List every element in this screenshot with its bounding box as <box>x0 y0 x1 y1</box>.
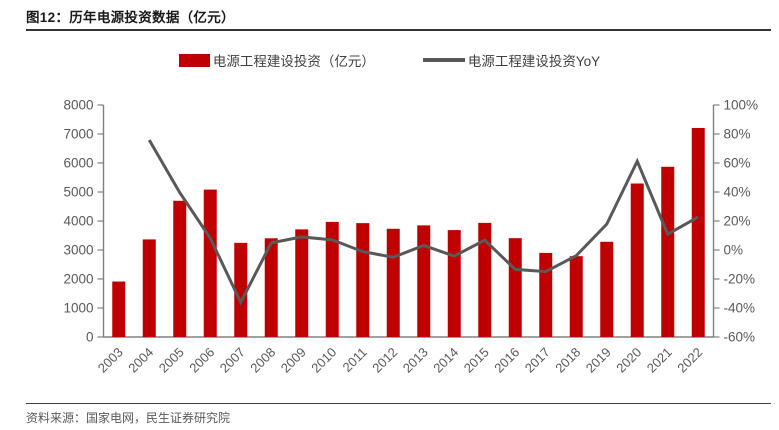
x-axis-label: 2021 <box>644 345 675 376</box>
bar-2012 <box>386 228 400 337</box>
bar-2019 <box>600 241 614 337</box>
legend-item-line: 电源工程建设投资YoY <box>422 50 601 70</box>
bar-2008 <box>264 238 278 337</box>
y-axis-right-label: 80% <box>724 127 751 142</box>
x-axis-label: 2007 <box>217 345 248 376</box>
yoy-line <box>147 139 699 306</box>
y-axis-right-label: -40% <box>724 301 756 316</box>
x-axis-label: 2014 <box>430 345 461 376</box>
bar-2007 <box>234 242 248 337</box>
source-note: 资料来源：国家电网，民生证券研究院 <box>26 411 231 425</box>
bar-2015 <box>478 222 492 337</box>
bar-series-swatch-icon <box>178 53 210 67</box>
chart-area: 0 1000 2000 3000 4000 5000 6000 7000 8000 -60% -40… <box>0 70 779 403</box>
bar-2020 <box>630 183 644 337</box>
y-axis-right-label: 100% <box>724 98 759 113</box>
x-axis-label: 2005 <box>156 345 187 376</box>
bar-2006 <box>203 189 217 337</box>
footer-rule <box>26 403 771 404</box>
x-axis-label: 2006 <box>186 345 217 376</box>
x-axis-label: 2019 <box>583 345 614 376</box>
x-axis-label: 2004 <box>125 345 156 376</box>
bar-2014 <box>447 230 461 337</box>
x-axis-label: 2012 <box>369 345 400 376</box>
y-axis-left-label: 5000 <box>63 185 93 200</box>
bar-2003 <box>112 281 126 337</box>
line-series-swatch-icon <box>422 58 465 62</box>
y-axis-right-label: 20% <box>724 214 751 229</box>
bar-2009 <box>295 229 309 337</box>
bar-2004 <box>142 239 156 337</box>
y-axis-left-label: 3000 <box>63 243 93 258</box>
x-axis-label: 2017 <box>522 345 553 376</box>
y-axis-left-label: 7000 <box>63 127 93 142</box>
bar-2021 <box>661 166 675 337</box>
x-axis-label: 2015 <box>461 345 492 376</box>
bar-2005 <box>173 200 187 337</box>
x-axis-label: 2022 <box>674 345 705 376</box>
x-axis-label: 2008 <box>247 345 278 376</box>
y-axis-right-label: -20% <box>724 272 756 287</box>
y-axis-left-label: 2000 <box>63 272 93 287</box>
bar-2010 <box>325 221 339 337</box>
title-rule <box>26 29 771 31</box>
y-axis-left-label: 0 <box>86 330 94 345</box>
legend: 电源工程建设投资（亿元） 电源工程建设投资YoY <box>0 50 779 70</box>
bar-2017 <box>539 252 553 337</box>
legend-bar-label: 电源工程建设投资（亿元） <box>212 54 375 69</box>
x-axis-label: 2020 <box>613 345 644 376</box>
x-axis-label: 2016 <box>491 345 522 376</box>
y-axis-right-label: 60% <box>724 156 751 171</box>
y-axis-right-label: 40% <box>724 185 751 200</box>
bar-2016 <box>508 238 522 337</box>
x-axis-label: 2011 <box>339 345 369 375</box>
x-axis-label: 2010 <box>308 345 339 376</box>
y-axis-left-label: 8000 <box>63 98 93 113</box>
y-axis-left-label: 1000 <box>63 301 93 316</box>
chart-title: 图12：历年电源投资数据（亿元） <box>26 10 235 25</box>
chart-svg: 0 1000 2000 3000 4000 5000 6000 7000 8000 -60% -40… <box>63 98 759 376</box>
legend-item-bar: 电源工程建设投资（亿元） <box>178 50 375 70</box>
x-axis-label: 2018 <box>552 345 583 376</box>
bar-2013 <box>417 225 431 337</box>
y-axis-right-label: 0% <box>724 243 744 258</box>
y-axis-left-label: 6000 <box>63 156 93 171</box>
bar-2011 <box>356 223 370 337</box>
y-axis-left-label: 4000 <box>63 214 93 229</box>
legend-line-label: 电源工程建设投资YoY <box>467 54 601 69</box>
bar-2018 <box>569 256 583 337</box>
x-axis-label: 2003 <box>95 345 126 376</box>
y-axis-right-label: -60% <box>724 330 756 345</box>
x-axis-label: 2013 <box>400 345 431 376</box>
bar-2022 <box>691 127 705 337</box>
x-axis-label: 2009 <box>278 345 309 376</box>
